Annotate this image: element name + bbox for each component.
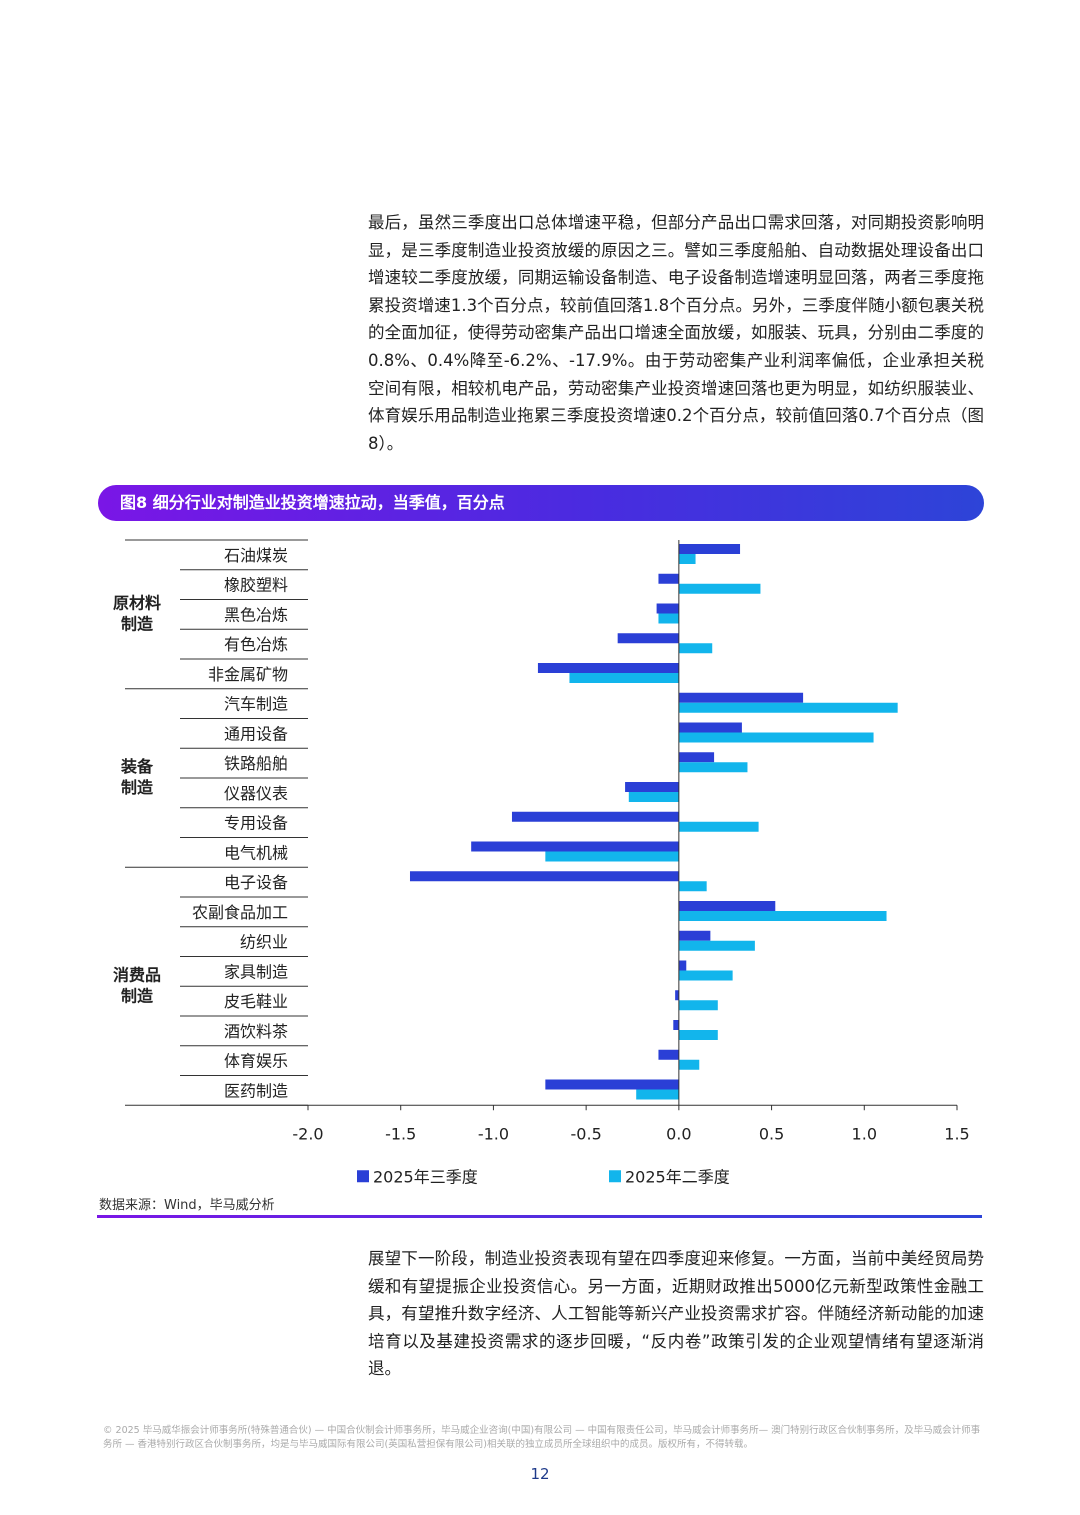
- group-label: 制造: [121, 778, 154, 797]
- group-label: 装备: [120, 757, 154, 776]
- bar-q2: [678, 643, 713, 654]
- bar-q3: [678, 960, 687, 971]
- bar-q3: [409, 871, 679, 882]
- group-label: 制造: [121, 986, 154, 1005]
- bar-q3: [537, 663, 679, 673]
- bar-q3: [471, 841, 679, 852]
- bar-q2: [658, 613, 679, 624]
- data-source: 数据来源：Wind，毕马威分析: [99, 1198, 275, 1213]
- x-tick-label: -2.0: [292, 1124, 323, 1143]
- x-tick-label: -1.5: [385, 1124, 416, 1143]
- bar-q2: [678, 970, 733, 981]
- bar-q2: [678, 1030, 718, 1040]
- x-tick-label: 1.5: [944, 1124, 969, 1143]
- bar-q3: [656, 603, 679, 614]
- bar-q2: [678, 940, 755, 951]
- legend-label: 2025年三季度: [373, 1167, 478, 1186]
- bar-q2: [678, 1000, 718, 1011]
- bar-q3: [678, 930, 711, 941]
- x-tick-label: 0.5: [759, 1124, 784, 1143]
- body-paragraph-1: 最后，虽然三季度出口总体增速平稳，但部分产品出口需求回落，对同期投资影响明显，是…: [368, 213, 984, 453]
- category-label: 电子设备: [224, 873, 288, 892]
- group-label: 原材料: [113, 593, 161, 612]
- category-label: 酒饮料茶: [224, 1022, 288, 1041]
- category-label: 有色冶炼: [224, 635, 288, 654]
- bar-q2: [678, 762, 748, 773]
- x-tick-label: 0.0: [666, 1124, 691, 1143]
- category-label: 纺织业: [240, 933, 288, 952]
- category-label: 通用设备: [224, 724, 288, 743]
- category-label: 石油煤炭: [224, 546, 288, 565]
- bar-q3: [678, 722, 742, 733]
- category-label: 铁路船舶: [224, 754, 288, 773]
- bar-q3: [625, 782, 679, 792]
- x-tick-label: -1.0: [478, 1124, 509, 1143]
- category-label: 非金属矿物: [208, 665, 288, 684]
- group-label: 制造: [121, 614, 154, 633]
- bar-q2: [678, 911, 887, 921]
- category-label: 皮毛鞋业: [224, 992, 288, 1011]
- category-label: 橡胶塑料: [224, 576, 288, 595]
- category-label: 电气机械: [224, 843, 288, 862]
- bar-q3: [617, 633, 679, 644]
- bar-q3: [658, 1049, 679, 1060]
- x-tick-label: -0.5: [571, 1124, 602, 1143]
- page-number: 12: [530, 1465, 550, 1483]
- bar-q3: [511, 811, 679, 822]
- category-label: 医药制造: [224, 1081, 288, 1100]
- legend-label: 2025年二季度: [625, 1167, 730, 1186]
- bar-q3: [673, 1020, 679, 1030]
- bar-q2: [628, 792, 679, 802]
- bar-q2: [636, 1089, 679, 1100]
- category-label: 农副食品加工: [192, 903, 288, 922]
- bar-q2: [678, 1059, 700, 1070]
- bar-q2: [678, 732, 874, 743]
- category-label: 汽车制造: [224, 695, 288, 714]
- bar-q3: [675, 990, 679, 1001]
- bar-q2: [678, 583, 761, 594]
- category-label: 黑色冶炼: [224, 605, 288, 624]
- bar-q3: [678, 544, 741, 554]
- group-label: 消费品: [113, 965, 161, 984]
- category-label: 家具制造: [224, 962, 288, 981]
- legend-swatch: [357, 1170, 369, 1183]
- category-label: 仪器仪表: [224, 784, 288, 803]
- bar-chart: 石油煤炭橡胶塑料黑色冶炼有色冶炼非金属矿物汽车制造通用设备铁路船舶仪器仪表专用设…: [113, 539, 970, 1186]
- x-tick-label: 1.0: [852, 1124, 877, 1143]
- legend-swatch: [609, 1170, 621, 1183]
- copyright-footer: © 2025 毕马威华振会计师事务所(特殊普通合伙) — 中国合伙制会计师事务所…: [103, 1425, 981, 1450]
- bar-q3: [545, 1079, 679, 1090]
- figure-title-banner: 图8 细分行业对制造业投资增速拉动，当季值，百分点: [98, 485, 984, 521]
- bar-q2: [678, 821, 759, 832]
- bar-q3: [678, 752, 715, 763]
- bar-q3: [678, 692, 804, 703]
- divider: [97, 1215, 982, 1218]
- bar-q2: [678, 881, 707, 892]
- body-paragraph-2: 展望下一阶段，制造业投资表现有望在四季度迎来修复。一方面，当前中美经贸局势缓和有…: [368, 1249, 984, 1379]
- category-label: 体育娱乐: [224, 1052, 288, 1071]
- bar-q2: [545, 851, 679, 862]
- bar-q3: [658, 573, 679, 584]
- bar-q2: [678, 554, 696, 564]
- bar-q3: [678, 901, 776, 911]
- bar-q2: [569, 673, 679, 683]
- category-label: 专用设备: [224, 814, 288, 833]
- bar-q2: [678, 702, 898, 713]
